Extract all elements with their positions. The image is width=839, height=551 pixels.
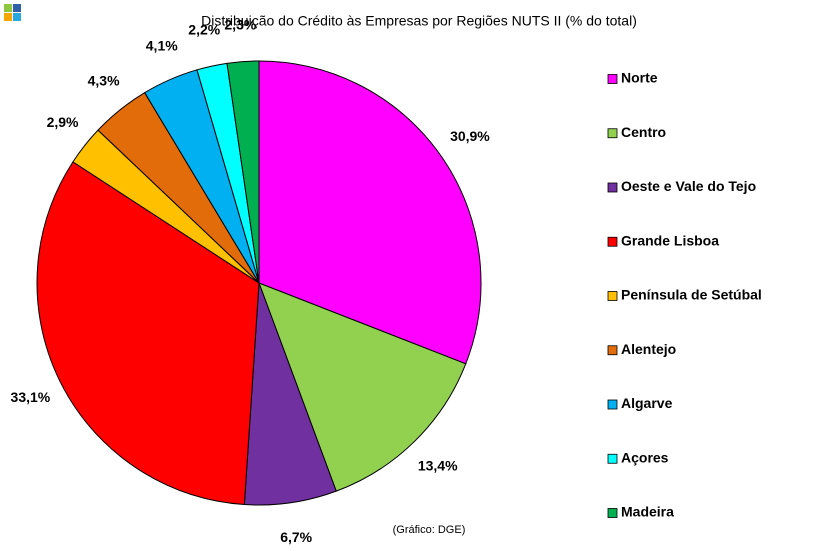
logo [4, 4, 21, 21]
data-label: 2,2% [188, 22, 220, 38]
legend-swatch [607, 182, 618, 193]
pie-slice [36, 161, 260, 506]
legend-label: Grande Lisboa [621, 232, 719, 248]
legend-swatch [607, 236, 618, 247]
legend-swatch [607, 508, 618, 518]
data-label: 4,1% [146, 37, 178, 53]
legend-label: Oeste e Vale do Tejo [621, 178, 756, 194]
data-label: 2,3% [224, 16, 256, 32]
legend-swatch [607, 399, 618, 410]
legend-label: Madeira [621, 504, 674, 520]
legend-label: Península de Setúbal [621, 287, 762, 303]
legend-swatch [607, 453, 618, 464]
legend-swatch [607, 291, 618, 301]
legend-swatch [607, 345, 618, 356]
data-label: 2,9% [47, 114, 79, 130]
data-label: 6,7% [280, 529, 312, 545]
data-label: 13,4% [418, 458, 458, 474]
legend-label: Norte [621, 70, 658, 86]
legend-label: Algarve [621, 395, 673, 411]
pie-slice [226, 60, 260, 284]
data-label: 4,3% [88, 72, 120, 88]
legend-swatch [607, 74, 618, 84]
pie-slice [258, 282, 467, 492]
legend-label: Açores [621, 449, 669, 465]
chart-title: Distribuição do Crédito às Empresas por … [201, 13, 637, 29]
source-note: (Gráfico: DGE) [393, 524, 466, 536]
data-label: 30,9% [450, 128, 490, 144]
legend-swatch [607, 128, 618, 139]
legend-label: Centro [621, 124, 666, 140]
legend-label: Alentejo [621, 341, 676, 357]
pie-slice [258, 60, 482, 365]
data-label: 33,1% [11, 389, 51, 405]
